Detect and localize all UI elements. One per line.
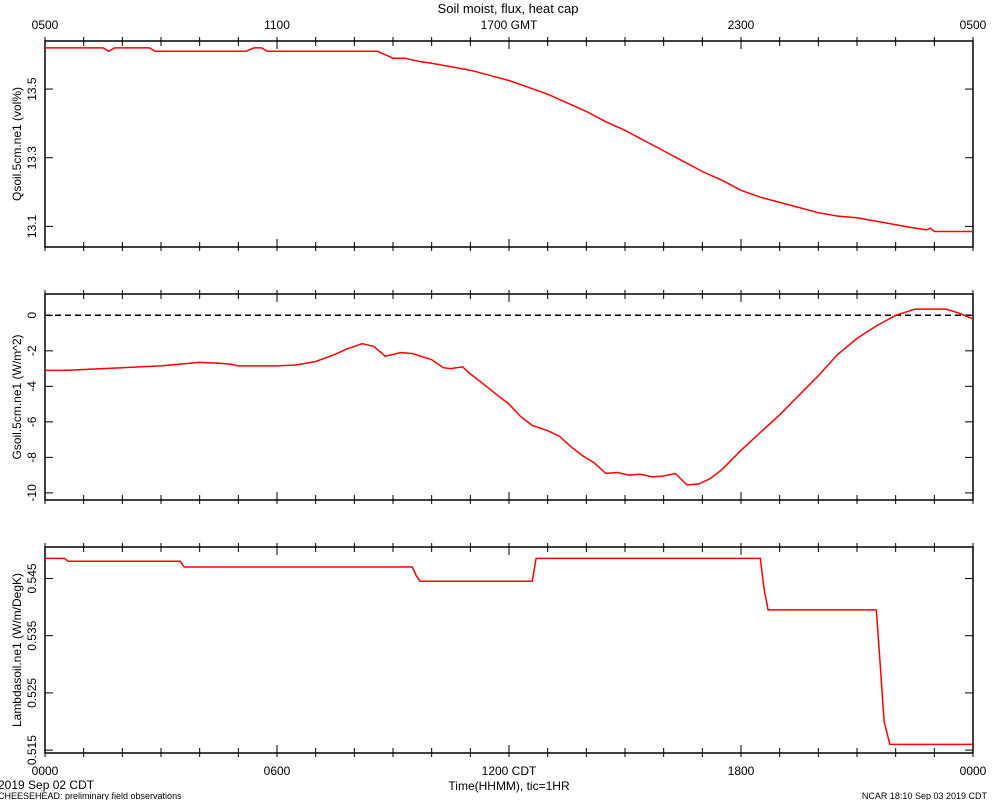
y-tick-label: -2	[25, 345, 39, 356]
bottom-tick-label: 1800	[728, 764, 755, 778]
bottom-axis-labels: 0000 0600 1200 CDT 1800 0000 Time(HHMM),…	[32, 764, 987, 793]
x-axis-label: Time(HHMM), tic=1HR	[448, 779, 570, 793]
y-tick-label: -10	[25, 484, 39, 502]
y-tick-label: 0.525	[25, 678, 39, 708]
bottom-tick-label: 0000	[960, 764, 987, 778]
bottom-tick-label: 0000	[32, 764, 59, 778]
top-tick-label: 1100	[264, 18, 290, 32]
footer-project: CHEESEHEAD: preliminary field observatio…	[0, 791, 182, 800]
y-tick-label: 0	[25, 312, 39, 319]
y-axis-label: Lambdasoil.ne1 (W/m/DegK)	[10, 573, 24, 727]
plot-frame	[44, 546, 974, 754]
panel-flux: -10 -8 -6 -4 -2 0 Gsoil.5cm.ne1 (W/m^2)	[10, 290, 974, 504]
y-axis-label: Qsoil.5cm.ne1 (vol%)	[10, 87, 24, 201]
y-tick-label: -8	[25, 452, 39, 463]
top-tick-label: 0500	[32, 18, 59, 32]
footer-generated: NCAR 18:10 Sep 03 2019 CDT	[862, 791, 988, 800]
y-tick-label: 0.535	[25, 620, 39, 650]
series-line	[45, 557, 973, 746]
y-tick-label: 13.5	[25, 77, 39, 101]
top-tick-label: 2300	[728, 18, 755, 32]
y-tick-label: -6	[25, 416, 39, 427]
top-tick-label: 1700 GMT	[481, 18, 538, 32]
series-line	[45, 308, 974, 486]
plot-frame	[44, 293, 974, 501]
series-line	[45, 47, 973, 233]
y-tick-label: 13.3	[25, 146, 39, 170]
footer-date: 2019 Sep 02 CDT	[0, 778, 95, 792]
chart-title: Soil moist, flux, heat cap	[438, 1, 579, 16]
bottom-tick-label: 0600	[264, 764, 291, 778]
top-axis-labels: 0500 1100 1700 GMT 2300 0500	[32, 18, 987, 32]
bottom-tick-label: 1200 CDT	[482, 764, 537, 778]
y-axis-label: Gsoil.5cm.ne1 (W/m^2)	[10, 335, 24, 460]
y-tick-label: 13.1	[25, 214, 39, 238]
y-tick-label: -4	[25, 381, 39, 392]
y-tick-label: 0.545	[25, 563, 39, 593]
top-tick-label: 0500	[960, 18, 987, 32]
y-tick-label: 0.515	[25, 735, 39, 765]
